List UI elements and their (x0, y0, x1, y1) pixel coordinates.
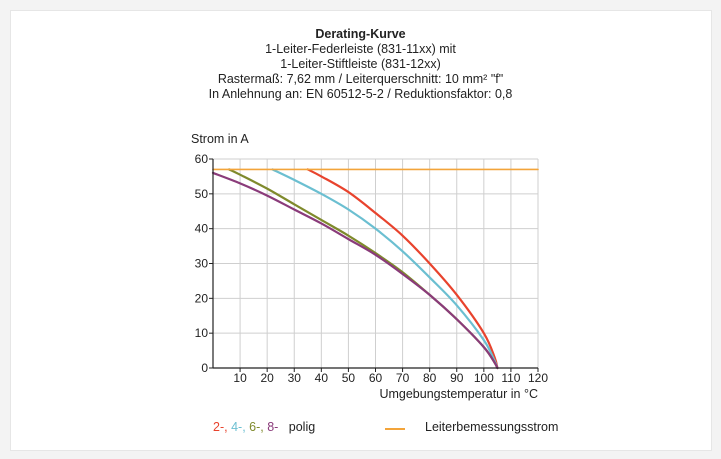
y-tick-label: 50 (195, 187, 209, 201)
chart-title: Derating-Kurve (315, 27, 406, 41)
y-tick-label: 60 (195, 152, 209, 166)
chart-subtitle-line-1: 1-Leiter-Federleiste (831-11xx) mit (265, 42, 456, 56)
x-tick-label: 60 (369, 371, 383, 385)
x-tick-label: 110 (501, 371, 520, 385)
chart-header: Derating-Kurve 1-Leiter-Federleiste (831… (0, 0, 721, 102)
x-tick-label: 50 (342, 371, 356, 385)
y-tick-label: 20 (195, 291, 209, 305)
chart-subtitle-line-2: 1-Leiter-Stiftleiste (831-12xx) (280, 57, 441, 71)
curves (211, 168, 539, 370)
y-axis-label: Strom in A (191, 132, 249, 146)
x-tick-label: 120 (528, 371, 548, 385)
x-tick-label: 10 (233, 371, 247, 385)
x-tick-label: 40 (315, 371, 329, 385)
x-tick-label: 70 (396, 371, 410, 385)
chart-subtitle-line-3: Rastermaß: 7,62 mm / Leiterquerschnitt: … (217, 72, 504, 86)
y-tick-label: 0 (201, 361, 208, 375)
x-tick-label: 30 (288, 371, 302, 385)
y-tick-label: 40 (195, 222, 209, 236)
y-tick-label: 30 (195, 257, 209, 271)
x-tick-label: 90 (450, 371, 464, 385)
chart-subtitle-line-4: In Anlehnung an: EN 60512-5-2 / Reduktio… (208, 87, 513, 101)
curve-p8 (211, 171, 499, 370)
x-tick-label: 20 (260, 371, 274, 385)
chart-card (10, 10, 712, 451)
x-tick-label: 80 (423, 371, 437, 385)
x-tick-label: 100 (474, 371, 494, 385)
curve-p2 (306, 168, 499, 370)
grid-lines (213, 158, 539, 368)
axes: 0 10 20 30 40 50 60 10 20 30 40 50 60 70 80 90 100 110 120 (195, 152, 549, 385)
x-axis-label: Umgebungstemperatur in °C (379, 387, 538, 401)
curve-p4 (271, 168, 499, 370)
y-tick-label: 10 (195, 326, 209, 340)
